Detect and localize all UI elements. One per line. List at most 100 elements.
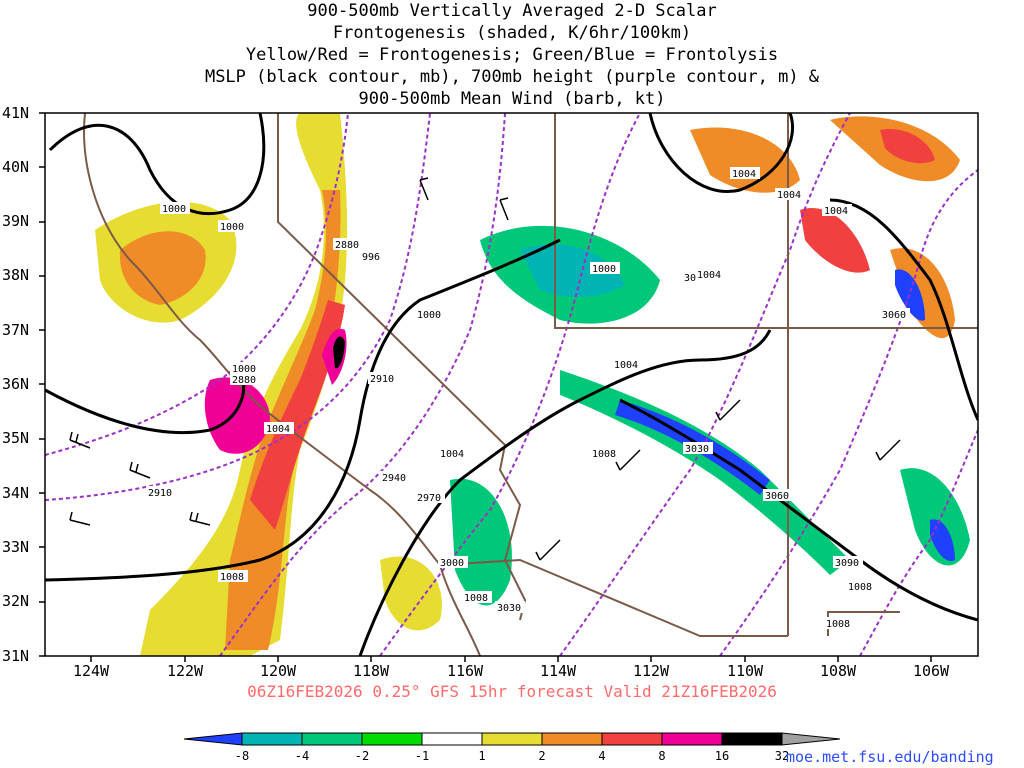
mslp-contour-1004 bbox=[45, 238, 561, 582]
mslp-label-7: 1004 bbox=[266, 424, 290, 435]
shade-green-socal bbox=[450, 478, 512, 606]
wind-barbs bbox=[69, 177, 901, 561]
height-label-8: 3030 bbox=[497, 603, 521, 614]
colorbar-swatch-2 bbox=[301, 732, 363, 746]
source-credit: moe.met.fsu.edu/banding bbox=[786, 748, 994, 766]
colorbar: -8 -4 -2 -1 1 2 4 8 16 32 bbox=[183, 732, 841, 763]
shade-green-eastnm bbox=[900, 468, 970, 566]
height-label-4: 2910 bbox=[148, 488, 172, 499]
mslp-contour-1004-northeast bbox=[648, 113, 795, 193]
title-line-5: 900-500mb Mean Wind (barb, kt) bbox=[358, 89, 666, 109]
wind-barb-1 bbox=[69, 431, 91, 449]
mslp-label-13: 1004 bbox=[697, 270, 721, 281]
wind-barb-7 bbox=[615, 449, 641, 471]
lon-tick-106w: 106W bbox=[913, 662, 950, 680]
shade-orange-newmexico bbox=[890, 248, 955, 339]
title-line-3: Yellow/Red = Frontogenesis; Green/Blue =… bbox=[245, 45, 779, 65]
wind-barb-5 bbox=[419, 177, 429, 201]
wind-barb-6 bbox=[499, 197, 509, 221]
lat-tick-39n: 39N bbox=[2, 212, 29, 230]
colorbar-swatch-1 bbox=[241, 732, 303, 746]
title-line-4: MSLP (black contour, mb), 700mb height (… bbox=[204, 67, 820, 87]
mslp-label-5: 1000 bbox=[592, 264, 616, 275]
colorbar-swatch-5 bbox=[481, 732, 543, 746]
title-line-2: Frontogenesis (shaded, K/6hr/100km) bbox=[332, 23, 692, 43]
colorbar-label-2: 2 bbox=[538, 749, 545, 763]
mslp-contour-1004-east bbox=[829, 198, 978, 421]
lat-tick-41n: 41N bbox=[2, 104, 29, 122]
height-label-11: 3060 bbox=[765, 491, 789, 502]
wind-barb-2 bbox=[129, 461, 151, 479]
lon-tick-114w: 114W bbox=[540, 662, 577, 680]
height-label-5: 2940 bbox=[382, 473, 406, 484]
shade-orange-colorado bbox=[690, 127, 800, 193]
shade-red-sierra bbox=[250, 300, 345, 530]
mslp-label-1: 1000 bbox=[162, 204, 186, 215]
height-labels: 2880 2880 2910 2910 2940 2970 3000 3030 … bbox=[146, 238, 910, 614]
lon-tick-108w: 108W bbox=[820, 662, 857, 680]
wind-barb-10 bbox=[535, 539, 561, 561]
lat-tick-40n: 40N bbox=[2, 158, 29, 176]
colorbar-swatch-6 bbox=[541, 732, 603, 746]
lon-tick-112w: 112W bbox=[633, 662, 670, 680]
colorbar-label-32: 32 bbox=[775, 749, 789, 763]
frontogenesis-shading bbox=[95, 113, 970, 656]
lat-tick-38n: 38N bbox=[2, 266, 29, 284]
lat-tick-37n: 37N bbox=[2, 321, 29, 339]
colorbar-swatch-3 bbox=[361, 732, 423, 746]
forecast-valid-text: 06Z16FEB2026 0.25° GFS 15hr forecast Val… bbox=[247, 682, 777, 701]
shade-teal-utah bbox=[520, 244, 625, 297]
wind-barb-8 bbox=[715, 399, 741, 421]
lon-tick-122w: 122W bbox=[167, 662, 204, 680]
wind-barb-4 bbox=[189, 511, 211, 526]
colorbar-swatches bbox=[183, 732, 841, 746]
lon-tick-118w: 118W bbox=[353, 662, 390, 680]
mslp-labels: 1000 1000 996 1000 1000 1000 1004 1004 1… bbox=[160, 167, 876, 630]
lat-tick-33n: 33N bbox=[2, 538, 29, 556]
lat-tick-35n: 35N bbox=[2, 429, 29, 447]
height-label-13: 30 bbox=[684, 273, 696, 284]
colorbar-label-4: 4 bbox=[598, 749, 605, 763]
wind-barb-9 bbox=[875, 439, 901, 461]
height-label-7: 3000 bbox=[440, 558, 464, 569]
lon-tick-120w: 120W bbox=[260, 662, 297, 680]
colorbar-label-16: 16 bbox=[715, 749, 729, 763]
colorbar-label-m8: -8 bbox=[235, 749, 249, 763]
shade-red-northeast bbox=[880, 129, 935, 164]
mslp-label-14: 1008 bbox=[592, 449, 616, 460]
border-california-nevada bbox=[277, 113, 527, 621]
height-contours bbox=[45, 113, 978, 656]
lat-axis: 41N 40N 39N 38N 37N 36N 35N 34N 33N 32N … bbox=[2, 104, 45, 665]
mslp-label-15: 1008 bbox=[220, 572, 244, 583]
mslp-contour-1008-south bbox=[619, 398, 978, 622]
lat-tick-36n: 36N bbox=[2, 375, 29, 393]
colorbar-label-1: 1 bbox=[478, 749, 485, 763]
lat-tick-34n: 34N bbox=[2, 484, 29, 502]
mslp-label-17: 1008 bbox=[848, 582, 872, 593]
shade-orange-northcoast bbox=[119, 231, 206, 305]
mslp-label-3: 996 bbox=[362, 252, 380, 263]
height-contour-2880 bbox=[45, 113, 349, 456]
height-label-10: 3060 bbox=[882, 310, 906, 321]
lat-tick-31n: 31N bbox=[2, 647, 29, 665]
height-label-2: 2880 bbox=[232, 375, 256, 386]
wind-barb-3 bbox=[69, 511, 91, 526]
lon-tick-124w: 124W bbox=[73, 662, 110, 680]
mslp-label-9: 1004 bbox=[614, 360, 638, 371]
shade-red-colorado bbox=[800, 208, 870, 273]
mslp-label-11: 1004 bbox=[777, 190, 801, 201]
lon-tick-116w: 116W bbox=[447, 662, 484, 680]
mslp-label-2: 1000 bbox=[220, 222, 244, 233]
title-line-1: 900-500mb Vertically Averaged 2-D Scalar bbox=[307, 1, 717, 21]
height-label-9: 3030 bbox=[685, 444, 709, 455]
shade-black-core bbox=[333, 336, 345, 369]
colorbar-swatch-0 bbox=[183, 732, 243, 746]
mslp-contour-1008 bbox=[358, 329, 772, 656]
mslp-label-8: 1004 bbox=[440, 449, 464, 460]
shade-blue-eastnm bbox=[930, 519, 955, 561]
colorbar-label-m2: -2 bbox=[355, 749, 369, 763]
colorbar-swatch-8 bbox=[661, 732, 723, 746]
height-contour-3090 bbox=[859, 429, 978, 656]
mslp-label-4: 1000 bbox=[417, 310, 441, 321]
